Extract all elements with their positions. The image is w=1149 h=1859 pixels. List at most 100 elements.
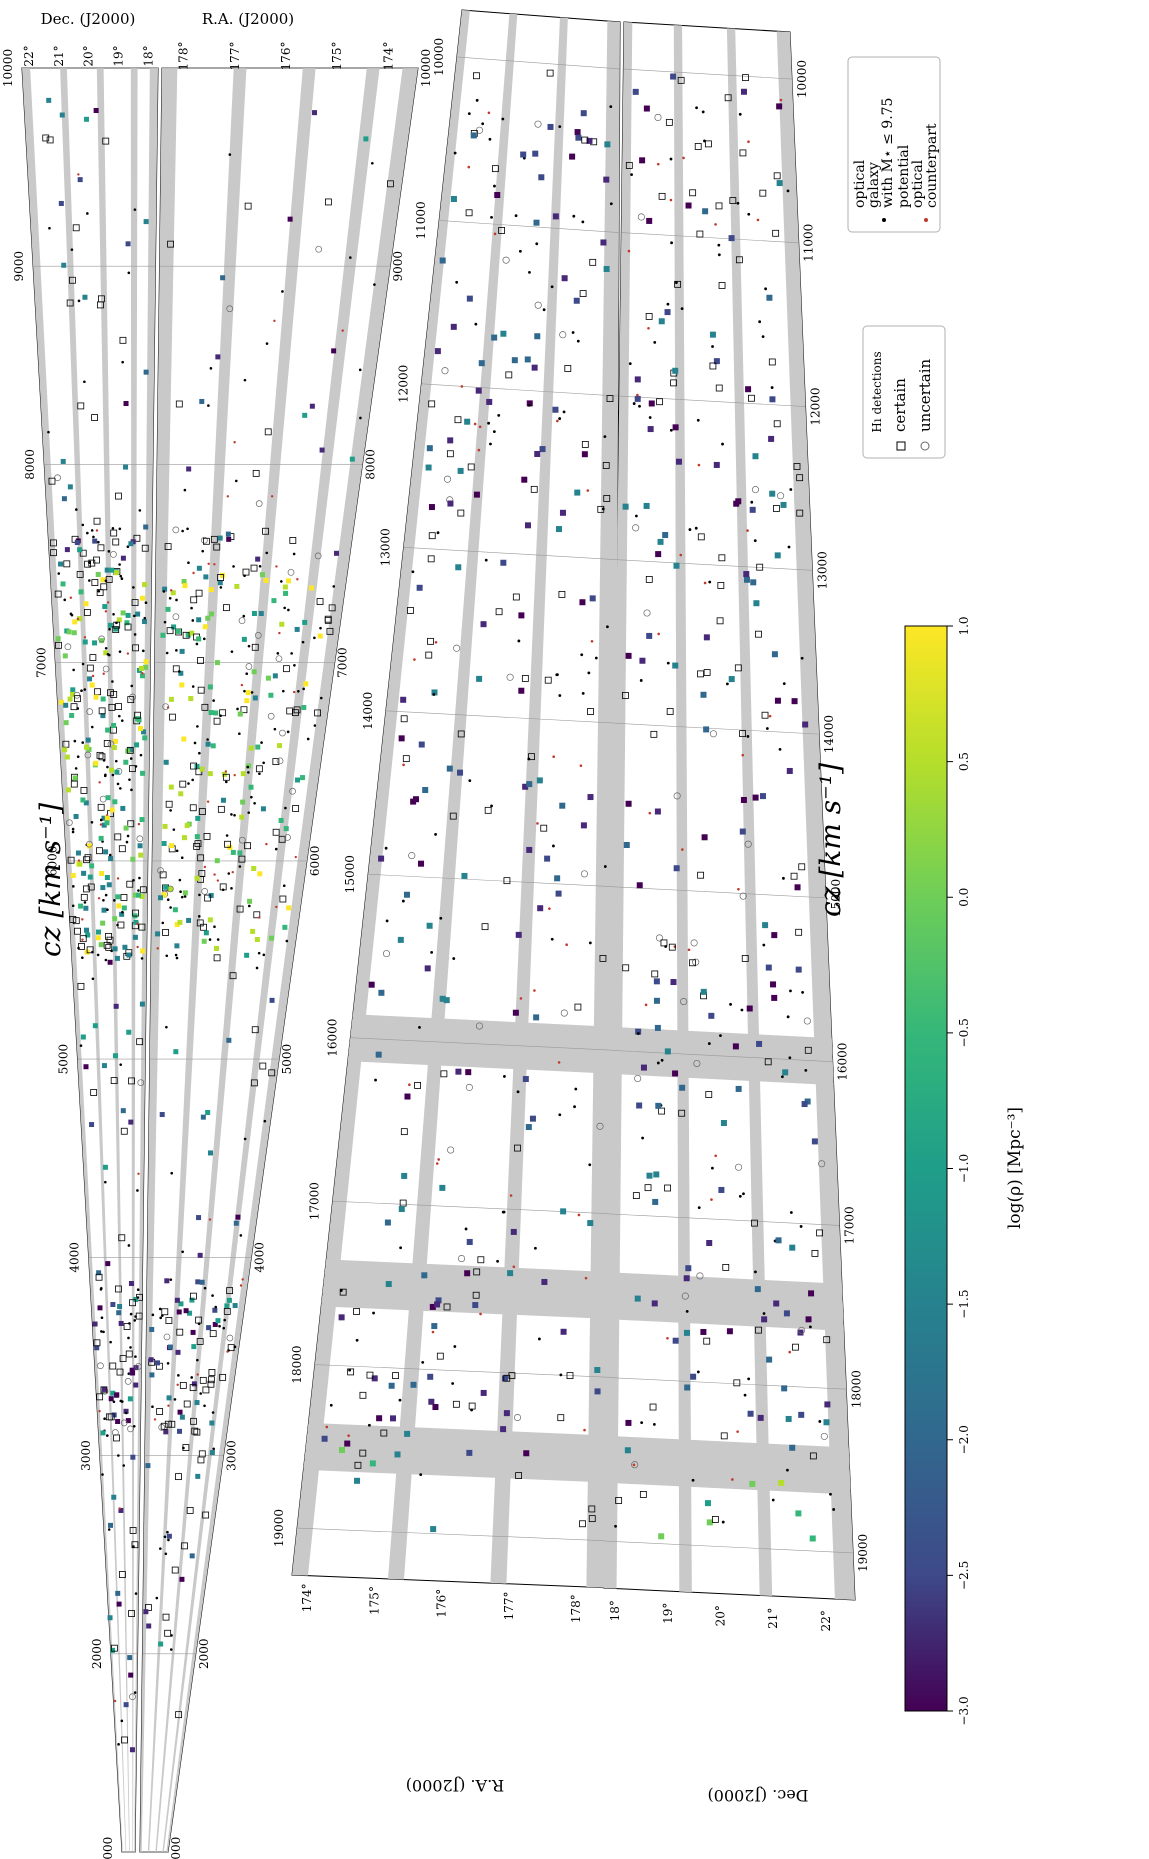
ra-zoom-optical-galaxy bbox=[374, 1078, 377, 1082]
ra-hi-detection bbox=[200, 1114, 206, 1120]
dec-zoom-hi-detection bbox=[754, 1286, 761, 1293]
ra-zoom-counterpart bbox=[536, 822, 539, 825]
ra-zoom-uncertain-marker bbox=[475, 1022, 483, 1030]
ra-zoom-hi-detection bbox=[533, 1014, 540, 1021]
dec-zoom-cz-gridline bbox=[606, 1377, 847, 1390]
dec-zoom-counterpart bbox=[741, 753, 745, 757]
dec-zoom-certain-marker bbox=[715, 202, 723, 210]
ra-hi-detection bbox=[286, 578, 292, 584]
ra-zoom-certain-marker bbox=[530, 485, 538, 493]
dec-zoom-optical-galaxy bbox=[801, 991, 805, 994]
ra-hi-detection bbox=[203, 930, 209, 936]
dec-certain-marker bbox=[107, 1413, 115, 1421]
zoom-ra-angle-tick-label: 178° bbox=[569, 1594, 583, 1623]
ra-zoom-optical-galaxy bbox=[558, 417, 562, 420]
dec-zoom-optical-galaxy bbox=[740, 1008, 744, 1012]
dec-hi-detection bbox=[133, 919, 139, 925]
dec-zoom-certain-marker bbox=[748, 394, 755, 402]
dec-zoom-uncertain-marker bbox=[803, 1017, 811, 1025]
ra-uncertain-marker bbox=[162, 703, 170, 711]
dec-zoom-hi-detection bbox=[782, 1069, 789, 1076]
dec-certain-marker bbox=[90, 1089, 98, 1096]
dec-zoom-coverage-band bbox=[604, 22, 633, 1589]
dec-zoom-hi-detection bbox=[745, 386, 752, 393]
dec-optical-galaxy bbox=[96, 953, 100, 957]
ra-zoom-uncertain-marker bbox=[534, 120, 542, 128]
dec-zoom-uncertain-marker bbox=[739, 892, 747, 900]
dec-zoom-optical-galaxy bbox=[666, 302, 670, 306]
zoom-ra-cz-tick-label: 11000 bbox=[414, 201, 428, 239]
ra-hi-detection bbox=[234, 583, 240, 589]
dec-uncertain-marker bbox=[137, 1079, 145, 1087]
ra-zoom-optical-galaxy bbox=[518, 249, 522, 253]
dec-optical-galaxy bbox=[129, 1346, 132, 1349]
dec-zoom-counterpart bbox=[756, 218, 760, 222]
dec-optical-galaxy bbox=[81, 741, 85, 744]
ra-hi-detection bbox=[177, 1409, 183, 1415]
dec-zoom-optical-galaxy bbox=[721, 442, 724, 446]
ra-hi-detection bbox=[214, 660, 220, 666]
ra-zoom-hi-detection bbox=[526, 400, 533, 407]
dec-zoom-uncertain-marker bbox=[634, 1074, 642, 1083]
ra-zoom-hi-detection bbox=[526, 781, 533, 788]
dec-uncertain-marker bbox=[86, 840, 93, 848]
dec-zoom-optical-galaxy bbox=[758, 320, 762, 324]
dec-zoom-uncertain-marker bbox=[637, 213, 645, 221]
dec-certain-marker bbox=[98, 753, 106, 761]
ra-optical-galaxy bbox=[199, 1392, 202, 1395]
zoom-dec-cz-tick-label: 14000 bbox=[822, 715, 836, 753]
dec-certain-marker bbox=[115, 1285, 122, 1293]
dec-zoom-hi-detection bbox=[797, 1329, 804, 1336]
dec-zoom-hi-detection bbox=[786, 767, 793, 774]
dec-zoom-certain-marker bbox=[650, 730, 658, 738]
dec-zoom-certain-marker bbox=[639, 1491, 647, 1498]
ra-cz-tick-label: 5000 bbox=[280, 1044, 294, 1075]
ra-zoom-certain-marker bbox=[606, 395, 614, 402]
dec-zoom-counterpart bbox=[632, 1463, 636, 1467]
dec-zoom-hi-detection bbox=[673, 562, 680, 569]
dec-optical-galaxy bbox=[118, 563, 121, 566]
dec-uncertain-marker bbox=[64, 643, 72, 651]
dec-optical-galaxy bbox=[111, 680, 114, 683]
dec-hi-detection bbox=[100, 696, 106, 702]
dec-hi-detection bbox=[123, 1702, 129, 1708]
ra-hi-detection bbox=[199, 398, 205, 404]
ra-optical-galaxy bbox=[180, 895, 184, 899]
ra-zoom-certain-marker bbox=[407, 607, 414, 614]
ra-hi-detection bbox=[195, 1473, 201, 1479]
dec-zoom-hi-detection bbox=[670, 73, 677, 80]
ra-zoom-hi-detection bbox=[466, 1449, 473, 1456]
ra-zoom-hi-detection bbox=[510, 1228, 517, 1235]
dec-certain-marker bbox=[54, 590, 62, 598]
ra-hi-detection bbox=[158, 1641, 164, 1647]
dec-zoom-optical-galaxy bbox=[786, 1015, 790, 1019]
zoom-dec-cz-tick-label: 16000 bbox=[836, 1043, 850, 1081]
ra-zoom-hi-detection bbox=[421, 1272, 428, 1279]
dec-certain-marker bbox=[100, 583, 108, 591]
ra-zoom-hi-detection bbox=[523, 1450, 530, 1457]
ra-zoom-cz-gridline bbox=[297, 1527, 613, 1542]
ra-zoom-hi-detection bbox=[425, 464, 432, 471]
dec-zoom-hi-detection bbox=[703, 634, 710, 641]
dec-zoom-optical-galaxy bbox=[770, 386, 774, 389]
dec-certain-marker bbox=[98, 295, 105, 303]
dec-hi-detection bbox=[55, 636, 61, 642]
zoom-ra-cz-tick-label: 18000 bbox=[290, 1346, 304, 1384]
ra-hi-detection bbox=[163, 759, 169, 765]
ra-cz-tick-label: 1000 bbox=[169, 1837, 183, 1859]
dec-optical-galaxy bbox=[90, 725, 94, 729]
ra-optical-galaxy bbox=[373, 283, 376, 286]
ra-optical-galaxy bbox=[253, 801, 256, 805]
ra-zoom-optical-galaxy bbox=[418, 1025, 421, 1029]
zoom-dec-angle-tick-label: 21° bbox=[766, 1608, 780, 1629]
dec-hi-detection bbox=[143, 219, 149, 225]
ra-zoom-hi-detection bbox=[531, 364, 538, 371]
dec-optical-galaxy bbox=[71, 830, 75, 834]
dec-optical-galaxy bbox=[118, 714, 121, 718]
dec-uncertain-marker bbox=[54, 474, 61, 482]
dec-hi-detection bbox=[109, 767, 115, 773]
ra-optical-galaxy bbox=[151, 1405, 154, 1409]
ra-zoom-counterpart bbox=[577, 1213, 581, 1217]
dec-certain-marker bbox=[132, 909, 139, 917]
dec-cz-tick-label: 6000 bbox=[45, 846, 59, 877]
